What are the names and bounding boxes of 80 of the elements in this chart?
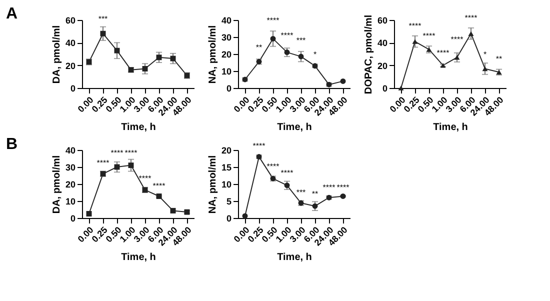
point: [298, 54, 304, 60]
point: [100, 30, 106, 36]
annotation: **: [256, 43, 262, 52]
annotation: ****: [280, 168, 294, 178]
y-tick-label: 10: [221, 180, 232, 190]
point: [86, 211, 92, 216]
annotation: ****: [96, 158, 110, 168]
annotation: ****: [138, 174, 152, 183]
annotation: ****: [422, 32, 436, 41]
y-tick-label: 40: [377, 38, 388, 48]
point: [170, 56, 176, 62]
annotation: *: [313, 50, 317, 59]
y-tick-label: 0: [226, 214, 232, 224]
point: [128, 162, 134, 168]
annotation: ****: [110, 148, 124, 158]
point: [398, 86, 404, 90]
annotation: **: [496, 54, 502, 64]
annotation: ***: [296, 188, 306, 197]
y-tick-label: 5: [226, 196, 232, 206]
x-axis-title: Time, h: [121, 122, 156, 133]
point: [270, 36, 276, 42]
y-tick-label: 40: [221, 16, 232, 26]
y-tick-label: 15: [221, 162, 232, 172]
annotation: ****: [252, 142, 266, 151]
annotation: ****: [124, 148, 138, 158]
point: [312, 203, 318, 209]
y-axis-title: DOPAC, pmol/ml: [363, 14, 374, 94]
y-tick-label: 40: [65, 146, 76, 156]
y-tick-label: 10: [221, 66, 232, 76]
y-tick-label: 30: [221, 32, 232, 42]
y-tick-label: 60: [65, 16, 76, 26]
annotation: ****: [266, 16, 280, 25]
point: [412, 39, 418, 44]
x-axis-title: Time, h: [277, 252, 312, 263]
annotation: **: [312, 189, 318, 198]
y-axis-title: NA, pmol/ml: [207, 155, 218, 214]
annotation: ****: [266, 162, 280, 172]
point: [340, 78, 346, 84]
point: [142, 66, 148, 72]
chart-title: B: [6, 136, 18, 153]
chart-title: A: [6, 6, 18, 23]
y-tick-label: 20: [221, 146, 232, 156]
annotation: ****: [280, 31, 294, 40]
point: [114, 48, 120, 54]
point: [454, 55, 460, 60]
y-tick-label: 20: [65, 60, 76, 71]
y-tick-label: 0: [70, 214, 76, 224]
y-tick-label: 20: [377, 60, 388, 71]
annotation: ***: [98, 14, 108, 24]
y-tick-label: 0: [226, 84, 232, 94]
annotation: ****: [464, 14, 478, 23]
annotation: ****: [322, 183, 336, 192]
y-axis-title: NA, pmol/ml: [207, 25, 218, 84]
point: [482, 66, 488, 72]
point: [156, 54, 162, 60]
x-axis-title: Time, h: [121, 252, 156, 263]
y-tick-label: 60: [377, 16, 388, 26]
annotation: ****: [408, 21, 422, 30]
point: [242, 213, 248, 219]
point: [284, 50, 290, 56]
y-tick-label: 0: [70, 84, 76, 94]
y-tick-label: 10: [65, 196, 76, 206]
annotation: ****: [152, 182, 166, 190]
annotation: ***: [296, 36, 306, 46]
y-tick-label: 0: [382, 84, 388, 94]
y-axis-title: DA, pmol/ml: [51, 155, 62, 214]
y-tick-label: 30: [65, 162, 76, 172]
point: [170, 208, 176, 214]
annotation: ****: [336, 183, 350, 192]
x-axis-title: Time, h: [277, 122, 312, 133]
annotation: ****: [436, 48, 450, 58]
annotation: ****: [450, 35, 464, 44]
y-tick-label: 40: [65, 38, 76, 48]
y-tick-label: 20: [221, 50, 232, 60]
x-axis-title: Time, h: [433, 122, 468, 133]
y-tick-label: 20: [65, 180, 76, 190]
point: [468, 31, 474, 36]
point: [284, 182, 290, 188]
y-axis-title: DA, pmol/ml: [51, 25, 62, 84]
annotation: *: [483, 50, 487, 59]
